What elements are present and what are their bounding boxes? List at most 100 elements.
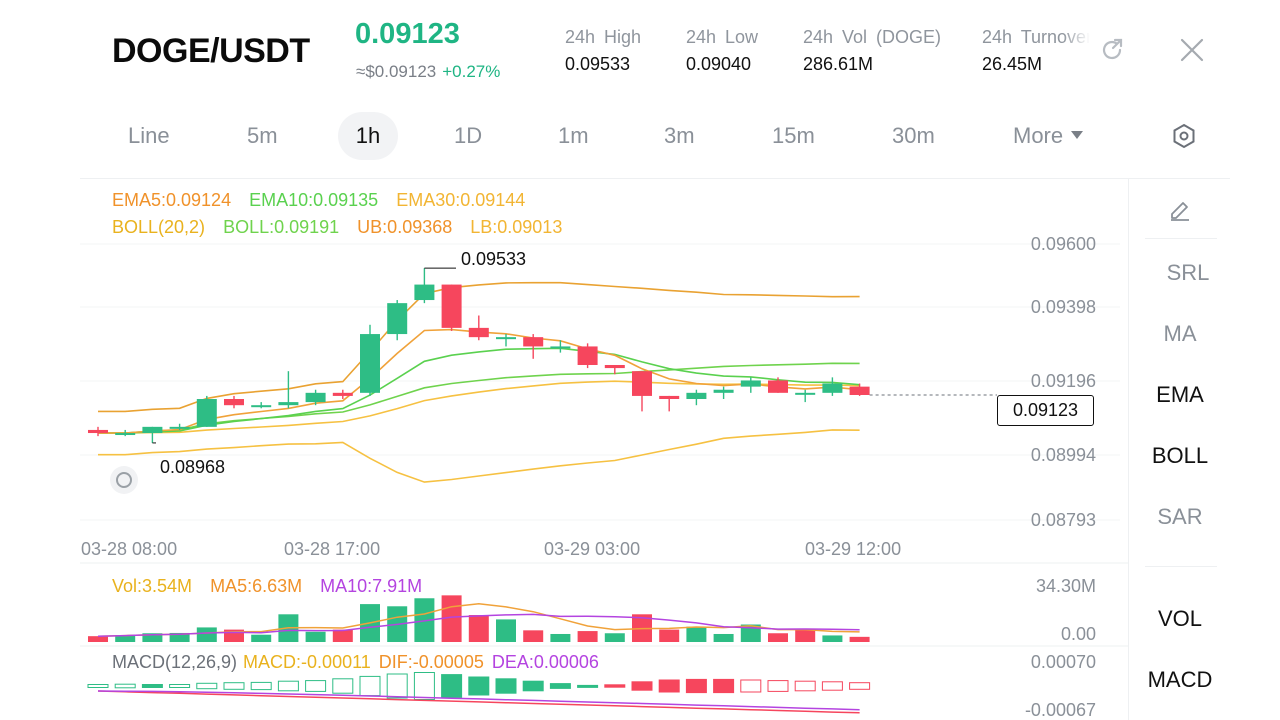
stat-low-label: 24h Low <box>686 27 759 47</box>
last-price: 0.09123 <box>355 18 460 50</box>
price-sub: ≈$0.09123 +0.27% <box>356 62 500 82</box>
macd-bar <box>794 680 816 692</box>
stat-high-value: 0.09533 <box>565 54 631 74</box>
volume-bar <box>686 626 707 642</box>
candle-body <box>468 327 489 338</box>
boll-lower-line <box>98 429 860 483</box>
volume-bar <box>115 635 136 642</box>
macd-bar <box>522 680 544 692</box>
macd-bar <box>250 681 272 691</box>
macd-bar <box>577 684 599 688</box>
volume-bar <box>577 631 598 642</box>
macd-bar <box>631 681 653 691</box>
tab-30m[interactable]: 30m <box>892 123 935 148</box>
macd-bar <box>196 682 218 690</box>
boll-upper-line <box>98 281 860 413</box>
tab-3m[interactable]: 3m <box>664 123 695 148</box>
vol-axis-label: 0.00 <box>1060 624 1096 644</box>
boll-legend: BOLL(20,2) BOLL:0.09191 UB:0.09368 LB:0.090… <box>112 217 580 238</box>
candle-body <box>414 284 435 301</box>
stat-high-label: 24h High <box>565 27 642 47</box>
candle-body <box>332 392 353 396</box>
side-item-sar[interactable]: SAR <box>1157 504 1203 529</box>
pencil-icon[interactable] <box>1167 196 1193 222</box>
candle-body <box>632 371 652 396</box>
tab-1h[interactable]: 1h <box>338 112 398 160</box>
ema10-line <box>98 347 860 434</box>
vol-ma10-line <box>97 613 860 637</box>
indicator-side-panel: SRL MA EMA BOLL SAR VOL MACD <box>1128 178 1230 720</box>
candle-body <box>115 433 136 436</box>
vol-ma10-label: MA10:7.91M <box>320 576 423 596</box>
candle-body <box>360 334 380 393</box>
close-icon[interactable] <box>1178 36 1206 64</box>
refresh-icon <box>110 466 138 494</box>
macd-bar <box>740 679 762 693</box>
stat-turnover-label: 24h Turnover <box>982 27 1090 47</box>
macd-bar <box>685 678 707 694</box>
side-item-vol[interactable]: VOL <box>1157 606 1203 631</box>
price-axis-label: 0.09398 <box>1030 297 1096 317</box>
ema30-line <box>98 380 860 434</box>
macd-bar <box>359 675 381 697</box>
volume-bar <box>768 633 788 642</box>
time-axis-label: 03-29 03:00 <box>544 539 641 559</box>
pair-title: DOGE/USDT <box>112 32 310 70</box>
stat-low: 24h Low 0.09040 <box>686 27 758 75</box>
boll-mid-label: BOLL:0.09191 <box>223 217 340 237</box>
macd-bar <box>386 673 408 699</box>
side-item-srl[interactable]: SRL <box>1166 260 1210 285</box>
caret-down-icon <box>1071 131 1084 140</box>
tab-more[interactable]: More <box>997 112 1099 160</box>
macd-bar <box>849 682 871 690</box>
macd-bar <box>169 684 191 688</box>
macd-bar <box>413 672 435 700</box>
macd-bar <box>604 684 626 688</box>
candle-body <box>849 386 870 395</box>
side-item-ma[interactable]: MA <box>1163 321 1197 346</box>
candle-body <box>441 284 462 328</box>
boll-lb-label: LB:0.09013 <box>470 217 563 237</box>
boll-mid-line <box>98 362 860 434</box>
chart-divider <box>80 178 1230 179</box>
tab-1d[interactable]: 1D <box>454 123 483 148</box>
price-axis-label: 0.08793 <box>1030 510 1096 530</box>
candle-body <box>142 426 163 434</box>
volume-bar <box>849 636 870 642</box>
candle-body <box>88 429 108 434</box>
stat-volume-value: 286.61M <box>803 54 874 74</box>
side-item-ema[interactable]: EMA <box>1156 382 1204 407</box>
candle-body <box>713 389 734 393</box>
macd-value-label: MACD:-0.00011 <box>243 652 371 672</box>
macd-bar <box>87 684 109 688</box>
tab-1m[interactable]: 1m <box>558 123 589 148</box>
candle-body <box>496 337 516 340</box>
candle-body <box>795 392 816 395</box>
volume-bar <box>659 629 680 642</box>
side-item-boll[interactable]: BOLL <box>1151 443 1209 468</box>
macd-legend: MACD(12,26,9) MACD:-0.00011 DIF:-0.00005 DE… <box>112 652 617 673</box>
macd-bar <box>332 678 354 694</box>
candle-body <box>659 395 680 400</box>
volume-bar <box>441 595 462 642</box>
volume-bar <box>496 619 516 642</box>
stat-turnover: 24h Turnover 26.45M <box>982 27 1090 75</box>
share-icon[interactable] <box>1098 36 1126 64</box>
volume-bar <box>740 624 761 642</box>
candle-body <box>686 392 707 400</box>
tab-5m[interactable]: 5m <box>247 123 278 148</box>
price-axis-label: 0.08994 <box>1030 445 1096 465</box>
volume-bar <box>169 632 190 642</box>
volume-bar <box>795 629 816 642</box>
tab-15m[interactable]: 15m <box>772 123 815 148</box>
tab-line[interactable]: Line <box>128 123 170 148</box>
volume-bar <box>414 598 435 642</box>
candle-body <box>278 402 299 406</box>
vol-legend: Vol:3.54M MA5:6.63M MA10:7.91M <box>112 576 440 597</box>
candlestick-chart[interactable] <box>0 0 1128 720</box>
high-marker-label: 0.09533 <box>461 249 527 269</box>
settings-icon[interactable] <box>1170 122 1198 150</box>
volume-bar <box>604 633 625 642</box>
side-item-macd[interactable]: MACD <box>1147 667 1213 692</box>
macd-axis-label: -0.00067 <box>1024 700 1096 720</box>
